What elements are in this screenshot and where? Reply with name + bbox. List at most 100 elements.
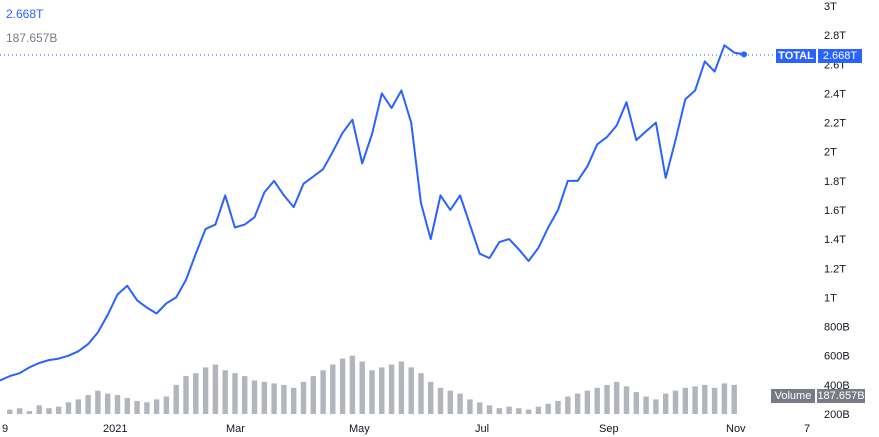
volume-bar: [711, 387, 718, 414]
volume-bar: [242, 376, 248, 414]
volume-bar: [36, 405, 42, 414]
legend-volume: 187.657B: [6, 31, 58, 45]
volume-bar: [418, 373, 424, 414]
x-tick-label: 2021: [103, 423, 127, 435]
volume-bar: [672, 390, 679, 414]
y-tick-label: 1.2T: [824, 263, 846, 275]
x-tick-label: Mar: [226, 423, 245, 435]
volume-bar: [144, 402, 150, 414]
volume-bar: [428, 381, 434, 414]
volume-bar: [457, 393, 463, 414]
volume-bar: [398, 361, 405, 414]
volume-bar: [134, 400, 140, 414]
volume-bar: [486, 405, 493, 414]
volume-bar: [124, 398, 130, 414]
volume-bar: [330, 364, 336, 414]
price-badge-value: 2.668T: [818, 49, 862, 63]
y-tick-label: 2.4T: [824, 88, 846, 100]
y-tick-label: 3T: [824, 1, 837, 13]
volume-bar: [291, 387, 297, 414]
x-tick-label: Nov: [726, 423, 746, 435]
volume-bar: [565, 396, 571, 414]
volume-bar: [183, 376, 189, 414]
volume-bar: [643, 396, 649, 414]
volume-bar: [46, 408, 52, 414]
legend-value: 2.668T: [6, 7, 44, 21]
y-tick-label: 2T: [824, 147, 837, 159]
volume-bar: [75, 399, 81, 414]
volume-bar: [349, 355, 356, 414]
volume-bar: [271, 383, 277, 414]
volume-bar: [516, 408, 522, 414]
price-line-series: [0, 44, 745, 382]
y-tick-label: 1T: [824, 292, 837, 304]
y-tick-label: 600B: [824, 351, 850, 363]
y-axis: 3T2.8T2.6T2.4T2.2T2T1.8T1.6T1.4T1.2T1T80…: [824, 1, 850, 421]
y-tick-label: 400B: [824, 380, 850, 392]
volume-bar: [496, 408, 502, 414]
volume-bar: [212, 364, 219, 414]
volume-bar: [339, 358, 346, 414]
x-axis: 9 2021 Mar May Jul Sep Nov 7: [2, 423, 810, 435]
volume-bar: [721, 383, 728, 414]
volume-bar: [153, 399, 160, 414]
volume-badge-value: 187.657B: [817, 389, 865, 403]
volume-bar: [232, 373, 238, 414]
volume-bar: [114, 395, 121, 414]
volume-bar: [506, 406, 512, 414]
x-tick-label: Jul: [475, 423, 489, 435]
volume-bar: [467, 399, 473, 414]
volume-bar: [692, 386, 698, 414]
volume-bar: [202, 367, 209, 414]
volume-bar: [437, 387, 444, 414]
volume-bar: [653, 399, 659, 414]
y-tick-label: 1.6T: [824, 205, 846, 217]
volume-bar: [222, 370, 228, 414]
volume-bar: [320, 370, 326, 414]
y-tick-label: 200B: [824, 409, 850, 421]
volume-bar: [555, 400, 561, 414]
y-tick-label: 1.4T: [824, 234, 846, 246]
volume-bar: [682, 387, 688, 414]
volume-bar: [26, 411, 33, 414]
volume-bar: [584, 390, 591, 414]
volume-bar: [105, 393, 111, 414]
volume-bar: [623, 386, 630, 414]
volume-bar: [193, 373, 199, 414]
volume-bar: [388, 364, 395, 414]
volume-bar: [525, 409, 532, 414]
volume-bar: [85, 395, 91, 414]
volume-bar: [633, 392, 639, 414]
volume-bar: [65, 402, 72, 414]
volume-bar: [7, 409, 13, 414]
y-tick-label: 1.8T: [824, 176, 846, 188]
volume-bar: [310, 376, 316, 414]
volume-bar: [408, 367, 414, 414]
y-tick-label: 2.2T: [824, 118, 846, 130]
volume-bar: [574, 393, 581, 414]
volume-bar: [379, 367, 385, 414]
volume-bar: [16, 408, 23, 414]
last-price-point: [741, 51, 747, 58]
x-tick-label: 7: [804, 423, 810, 435]
volume-bar: [163, 396, 170, 414]
x-tick-label: May: [349, 423, 370, 435]
volume-bar: [56, 406, 62, 414]
volume-bar: [604, 384, 610, 414]
price-badge-label: TOTAL: [776, 49, 816, 63]
volume-bar: [535, 406, 542, 414]
volume-bar: [261, 381, 267, 414]
volume-bar: [594, 387, 600, 414]
x-tick-label: Sep: [599, 423, 619, 435]
volume-bar: [731, 384, 737, 414]
volume-bar: [300, 381, 307, 414]
volume-bar: [251, 380, 258, 414]
volume-bar: [447, 390, 453, 414]
volume-bar: [281, 384, 287, 414]
volume-bar: [359, 361, 365, 414]
volume-bar: [663, 393, 669, 414]
volume-bar: [369, 370, 375, 414]
volume-bar: [614, 381, 620, 414]
y-tick-label: 800B: [824, 322, 850, 334]
